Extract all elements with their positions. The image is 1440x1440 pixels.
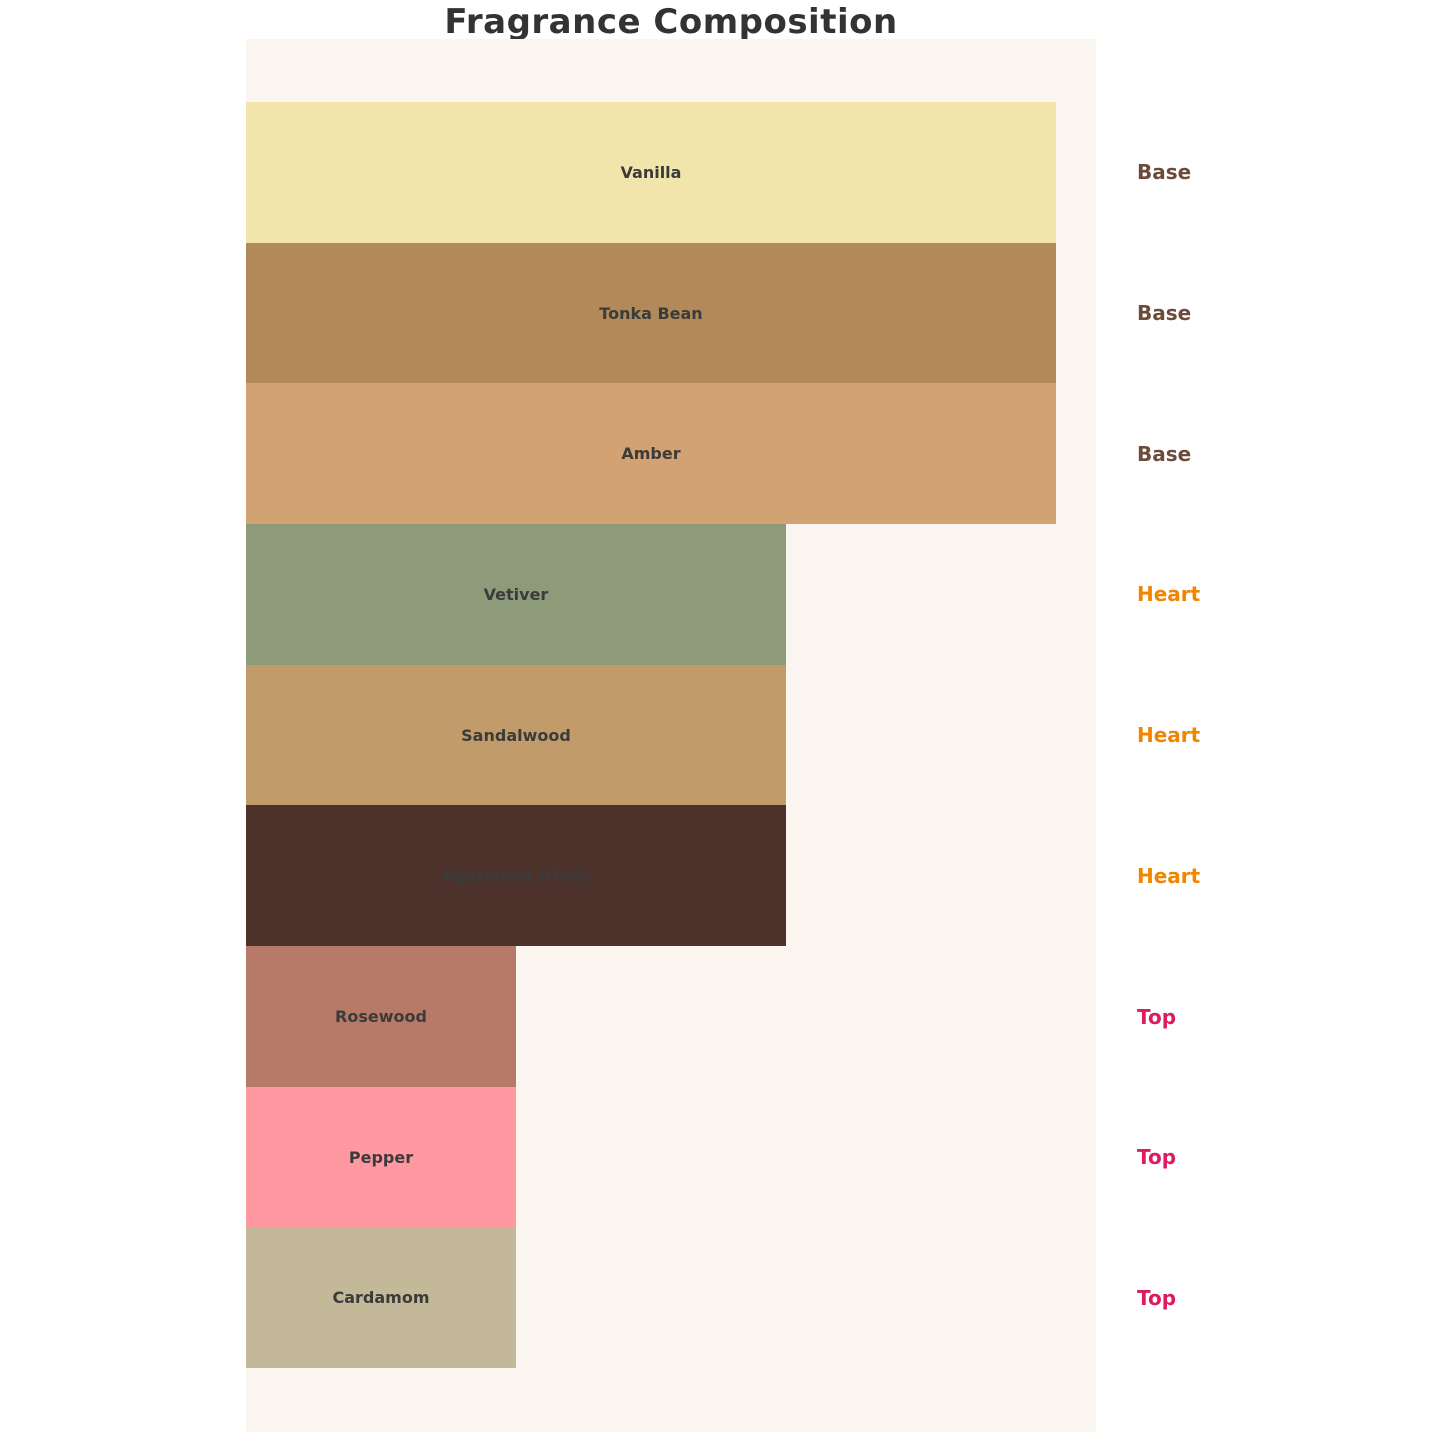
group-label: Top <box>1137 1004 1177 1029</box>
bar-label: Agarwood (Oud) <box>442 866 590 886</box>
group-label: Top <box>1137 1145 1177 1170</box>
group-label: Heart <box>1137 582 1201 607</box>
bar-row: Tonka Bean <box>246 242 1056 384</box>
bar-label: Cardamom <box>332 1288 430 1308</box>
bar-row: Amber <box>246 383 1056 525</box>
bar-row: Vanilla <box>246 102 1056 243</box>
group-label: Heart <box>1137 863 1201 888</box>
group-label: Heart <box>1137 723 1201 748</box>
bar-label: Pepper <box>348 1147 414 1167</box>
bar-label: Vanilla <box>620 162 682 182</box>
group-label: Base <box>1137 160 1192 185</box>
bar-label: Sandalwood <box>461 725 571 745</box>
bar-row: Agarwood (Oud) <box>246 805 786 947</box>
group-label: Base <box>1137 301 1192 326</box>
bar-row: Pepper <box>246 1086 516 1228</box>
group-label: Top <box>1137 1285 1177 1310</box>
group-label: Base <box>1137 441 1192 466</box>
bar-row: Vetiver <box>246 524 786 665</box>
bar-label: Tonka Bean <box>599 303 703 323</box>
bar-label: Amber <box>621 444 681 464</box>
bar-label: Vetiver <box>483 584 549 604</box>
bar-label: Rosewood <box>335 1006 427 1026</box>
bar-row: Sandalwood <box>246 664 786 806</box>
chart-title: Fragrance Composition <box>444 2 898 42</box>
bar-row: Cardamom <box>246 1227 516 1369</box>
chart-panel: Vanilla Tonka Bean Amber Vetiver Sandalwood A… <box>246 39 1096 1432</box>
bar-row: Rosewood <box>246 946 516 1087</box>
bar-stack: Vanilla Tonka Bean Amber Vetiver Sandalwood A… <box>246 102 1096 1369</box>
